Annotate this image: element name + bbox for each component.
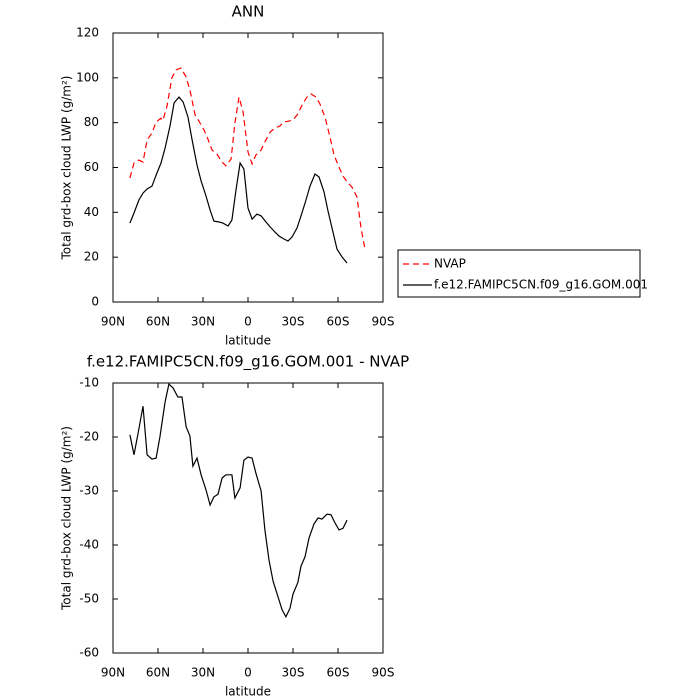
y-axis-label: Total grd-box cloud LWP (g/m²) (60, 426, 74, 611)
x-tick-label: 60S (327, 666, 350, 680)
x-tick-label: 90S (372, 666, 395, 680)
x-tick-label: 30S (282, 315, 305, 329)
x-tick-label: 30S (282, 666, 305, 680)
x-tick-label: 30N (191, 315, 215, 329)
y-tick-label: -50 (79, 592, 99, 606)
x-tick-label: 60S (327, 315, 350, 329)
data-line (129, 96, 348, 264)
plot-frame (112, 382, 384, 654)
y-tick-label: 80 (84, 115, 99, 129)
x-tick-label: 90S (372, 315, 395, 329)
chart-title: f.e12.FAMIPC5CN.f09_g16.GOM.001 - NVAP (87, 353, 409, 372)
legend-box (397, 249, 641, 298)
x-tick-label: 0 (244, 315, 252, 329)
x-axis-label: latitude (225, 685, 271, 699)
y-tick-label: -30 (79, 484, 99, 498)
x-tick-label: 30N (191, 666, 215, 680)
plot-frame (112, 32, 384, 303)
legend-label: f.e12.FAMIPC5CN.f09_g16.GOM.001 (434, 278, 648, 292)
y-tick-label: 100 (76, 70, 99, 84)
y-tick-label: -60 (79, 646, 99, 660)
y-tick-label: 120 (76, 26, 99, 40)
x-axis-label: latitude (225, 334, 271, 348)
y-tick-label: -20 (79, 430, 99, 444)
y-tick-label: 20 (84, 250, 99, 264)
x-tick-label: 90N (101, 666, 125, 680)
data-line (129, 382, 348, 619)
x-tick-label: 60N (146, 315, 170, 329)
x-tick-label: 60N (146, 666, 170, 680)
x-tick-label: 0 (244, 666, 252, 680)
legend-label: NVAP (434, 257, 466, 271)
chart-title: ANN (232, 3, 265, 21)
y-tick-label: -10 (79, 376, 99, 390)
y-tick-label: -40 (79, 538, 99, 552)
x-tick-label: 90N (101, 315, 125, 329)
data-line (129, 67, 366, 250)
y-tick-label: 0 (91, 295, 99, 309)
y-axis-label: Total grd-box cloud LWP (g/m²) (60, 76, 74, 261)
y-tick-label: 40 (84, 205, 99, 219)
y-tick-label: 60 (84, 160, 99, 174)
